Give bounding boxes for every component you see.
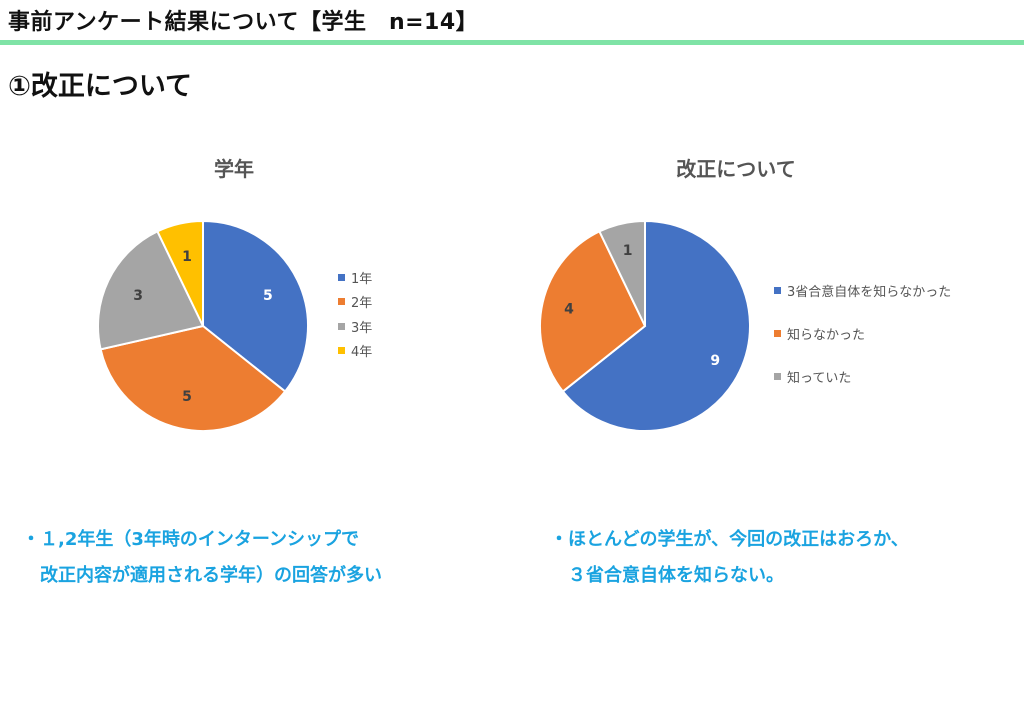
pie-slice-1-0: [561, 219, 751, 432]
note-left: ・１,2年生（3年時のインターンシップで 改正内容が適用される学年）の回答が多い: [22, 522, 382, 594]
legend-label: 3年: [351, 320, 373, 336]
legend-swatch: [338, 322, 345, 330]
pie-slice-0-1: [99, 324, 287, 432]
pie-slice-1-2: [598, 219, 646, 327]
data-label-0-1: 5: [182, 389, 192, 405]
legend-swatch: [338, 347, 345, 355]
data-label-1-0: 9: [710, 353, 720, 369]
pie-slice-0-0: [202, 219, 309, 393]
note-right-line-2: ３省合意自体を知らない。: [550, 565, 784, 586]
data-label-0-2: 3: [133, 288, 143, 304]
data-label-0-0: 5: [263, 288, 273, 304]
legend-item-1-0: 3省合意自体を知らなかった: [774, 269, 951, 312]
legend-revision: 3省合意自体を知らなかった 知らなかった 知っていた: [774, 269, 951, 398]
legend-item-1-1: 知らなかった: [774, 312, 951, 355]
chart-title-grade: 学年: [214, 157, 254, 181]
pie-slice-1-1: [539, 230, 647, 393]
section-title: ①改正について: [8, 71, 193, 102]
legend-label: 2年: [351, 296, 373, 312]
legend-swatch: [338, 273, 345, 281]
page-title: 事前アンケート結果について【学生 n=14】: [8, 10, 479, 35]
legend-swatch: [338, 298, 345, 306]
legend-label: 3省合意自体を知らなかった: [787, 285, 952, 300]
note-left-line-1: ・１,2年生（3年時のインターンシップで: [22, 529, 359, 550]
data-label-1-1: 4: [564, 302, 574, 318]
legend-label: 知らなかった: [787, 328, 866, 343]
pie-slice-0-3: [156, 219, 204, 327]
legend-label: 1年: [351, 271, 373, 287]
legend-item-0-2: 3年: [338, 314, 372, 339]
pie-chart-revision: 9 4 1: [539, 219, 751, 432]
legend-item-1-2: 知っていた: [774, 355, 951, 398]
chart-title-revision: 改正について: [676, 157, 796, 181]
legend-grade: 1年 2年 3年 4年: [338, 265, 372, 363]
legend-swatch: [774, 373, 781, 380]
pie-slice-0-2: [97, 230, 205, 351]
legend-label: 知っていた: [787, 371, 852, 386]
legend-item-0-0: 1年: [338, 265, 372, 290]
note-right-line-1: ・ほとんどの学生が、今回の改正はおろか、: [550, 529, 909, 550]
legend-swatch: [774, 287, 781, 294]
note-left-line-2: 改正内容が適用される学年）の回答が多い: [22, 565, 382, 586]
pie-chart-grade: 5 5 3 1: [97, 219, 309, 432]
note-right: ・ほとんどの学生が、今回の改正はおろか、 ３省合意自体を知らない。: [550, 522, 909, 594]
legend-label: 4年: [351, 345, 373, 361]
legend-item-0-3: 4年: [338, 339, 372, 364]
legend-swatch: [774, 330, 781, 337]
header-divider: [0, 40, 1024, 45]
data-label-1-2: 1: [623, 243, 633, 259]
data-label-0-3: 1: [182, 249, 192, 265]
legend-item-0-1: 2年: [338, 290, 372, 315]
